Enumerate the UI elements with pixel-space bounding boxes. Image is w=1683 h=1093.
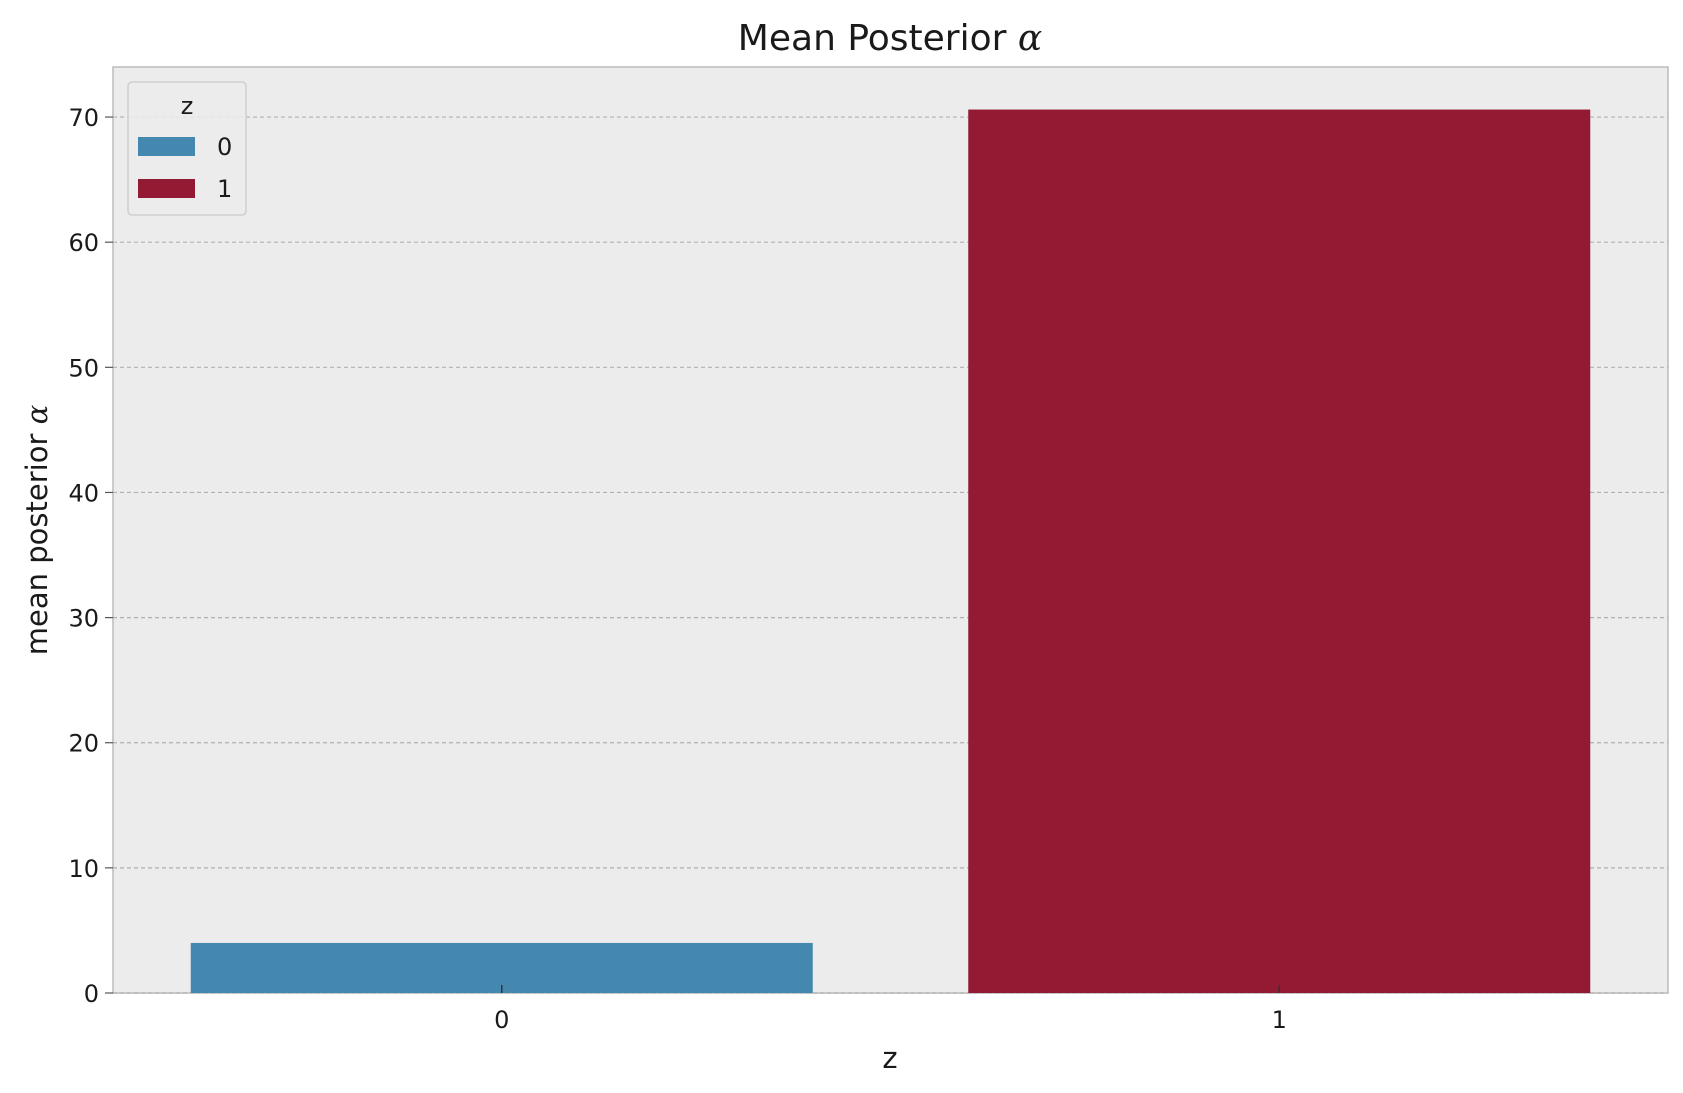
legend-label-0: 0 [217,133,232,161]
legend-label-1: 1 [217,175,232,203]
y-tick-label: 0 [84,980,99,1008]
x-tick-label: 0 [494,1006,509,1034]
y-tick-label: 10 [68,855,99,883]
y-tick-label: 70 [68,104,99,132]
y-axis: 0 10 20 30 40 50 60 70 [68,104,113,1008]
legend-swatch-0 [138,137,195,156]
legend-title: z [181,92,194,120]
y-axis-label: mean posterior α [20,405,54,655]
bar-1 [968,109,1591,993]
chart-title: Mean Posterior α [738,18,1042,59]
y-tick-label: 60 [68,229,99,257]
y-tick-label: 40 [68,479,99,507]
x-axis-label: z [882,1041,897,1075]
x-tick-label: 1 [1272,1006,1287,1034]
bars [190,109,1591,993]
bar-0 [190,942,813,993]
y-tick-label: 50 [68,354,99,382]
legend: z 0 1 [127,81,247,216]
legend-swatch-1 [138,179,195,198]
y-tick-label: 20 [68,730,99,758]
y-tick-label: 30 [68,605,99,633]
